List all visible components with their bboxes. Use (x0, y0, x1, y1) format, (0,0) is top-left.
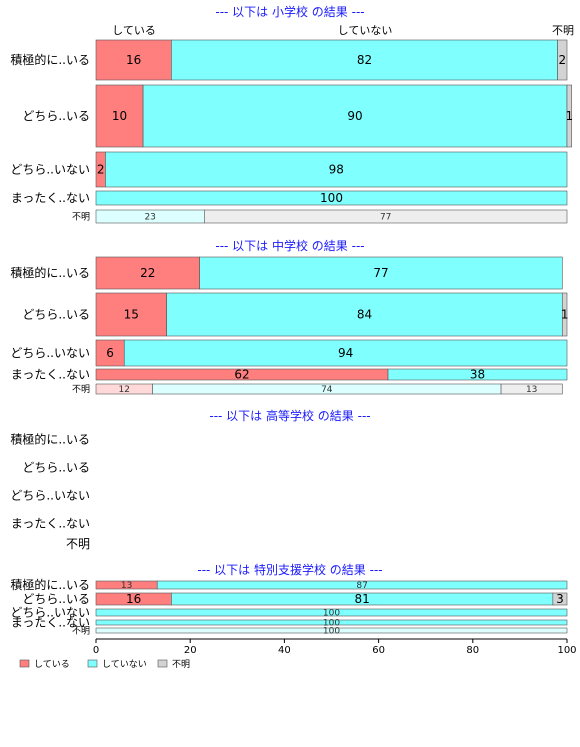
legend-label: 不明 (172, 659, 190, 670)
data-label: 10 (112, 109, 127, 123)
row-label: 積極的に..いる (10, 432, 90, 447)
data-label: 16 (126, 53, 141, 67)
data-label: 100 (323, 627, 340, 637)
row-label: まったく..ない (11, 191, 90, 205)
x-tick-label: 80 (466, 645, 479, 656)
bar-segment (95, 39, 172, 81)
row-label: まったく..ない (11, 616, 90, 630)
row-label: 不明 (72, 626, 90, 637)
data-label: 16 (126, 592, 141, 606)
x-tick-label: 0 (93, 645, 99, 656)
data-label: 13 (526, 385, 537, 395)
row-label: 不明 (72, 212, 90, 223)
data-label: 6 (106, 346, 114, 360)
panel-title: --- 以下は 高等学校 の結果 --- (209, 408, 370, 423)
panel-title: --- 以下は 小学校 の結果 --- (215, 4, 364, 19)
bar-segment (95, 608, 568, 617)
x-tick-label: 20 (184, 645, 197, 656)
data-label: 81 (354, 592, 369, 606)
bar-segment (95, 190, 568, 206)
row-label: どちら..いる (22, 308, 90, 322)
data-label: 100 (320, 191, 343, 205)
top-label-shiteiru: している (112, 24, 156, 37)
legend-swatch (157, 659, 168, 668)
legend-swatch (19, 659, 30, 668)
row-label: どちら..いない (10, 346, 90, 360)
row-label: 積極的に..いる (10, 52, 90, 67)
legend-swatch (87, 659, 98, 668)
data-label: 2 (558, 53, 566, 67)
row-label: 積極的に..いる (10, 577, 90, 592)
legend-label: している (34, 659, 70, 670)
bar-segment (204, 209, 568, 224)
bar-segment (500, 383, 563, 395)
data-label: 90 (347, 109, 362, 123)
panel-title: --- 以下は 特別支援学校 の結果 --- (197, 562, 382, 577)
bar-segment (156, 580, 568, 590)
data-label: 94 (338, 346, 353, 360)
bar-segment (561, 292, 568, 337)
row-label: 不明 (66, 537, 90, 551)
x-tick-label: 60 (372, 645, 385, 656)
data-label: 38 (470, 368, 485, 382)
data-label: 100 (323, 609, 340, 619)
bar-segment (95, 256, 200, 290)
row-label: どちら..いる (22, 109, 90, 123)
data-label: 100 (323, 619, 340, 629)
row-label: どちら..いる (22, 592, 90, 606)
data-label: 84 (357, 308, 372, 322)
data-label: 23 (144, 213, 155, 223)
data-label: 1 (566, 109, 574, 123)
data-label: 82 (357, 53, 372, 67)
bar-segment (95, 292, 167, 337)
bar-segment (552, 592, 568, 606)
bar-segment (199, 256, 563, 290)
x-tick-label: 40 (278, 645, 291, 656)
bar-segment (123, 339, 568, 367)
data-label: 2 (97, 163, 105, 177)
data-label: 87 (356, 581, 367, 591)
legend-label: していない (102, 659, 147, 670)
data-label: 74 (321, 385, 333, 395)
data-label: 77 (373, 266, 388, 280)
data-label: 15 (124, 308, 139, 322)
row-label: どちら..いない (10, 606, 90, 620)
data-label: 3 (556, 592, 564, 606)
top-label-shiteinai: していない (338, 24, 393, 37)
row-label: どちら..いない (10, 163, 90, 177)
row-label: 不明 (72, 384, 90, 395)
data-label: 13 (121, 581, 132, 591)
data-label: 1 (561, 308, 569, 322)
data-label: 22 (140, 266, 155, 280)
data-label: 98 (329, 163, 344, 177)
x-tick-label: 100 (557, 645, 576, 656)
data-label: 77 (380, 213, 391, 223)
row-label: どちら..いない (10, 489, 90, 503)
row-label: 積極的に..いる (10, 265, 90, 280)
data-label: 12 (119, 385, 130, 395)
bar-segment (171, 39, 558, 81)
bar-segment (105, 151, 568, 188)
bar-segment (95, 619, 568, 626)
panel-title: --- 以下は 中学校 の結果 --- (215, 238, 364, 253)
row-label: まったく..ない (11, 368, 90, 382)
bar-segment (166, 292, 563, 337)
bar-segment (387, 368, 568, 381)
row-label: まったく..ない (11, 517, 90, 531)
bar-segment (557, 39, 568, 81)
bar-segment (142, 84, 568, 148)
bar-segment (95, 627, 568, 634)
row-label: どちら..いる (22, 461, 90, 475)
top-label-fumei: 不明 (552, 24, 574, 37)
data-label: 62 (234, 368, 249, 382)
bar-segment (566, 84, 573, 148)
